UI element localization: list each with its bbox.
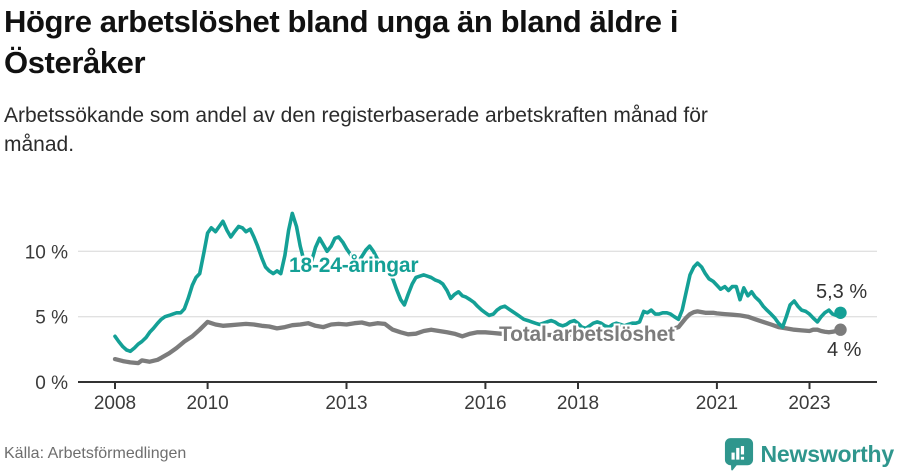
y-axis-tick-label: 5 % [35, 308, 68, 329]
series-line-young [113, 211, 843, 354]
series-label-total: Total arbetslöshet [499, 323, 675, 346]
newsworthy-wordmark: Newsworthy [760, 440, 895, 467]
x-axis-tick-label: 2013 [325, 393, 367, 414]
y-axis-tick-label: 0 % [35, 373, 68, 394]
newsworthy-logo[interactable]: Newsworthy [724, 437, 894, 471]
x-axis-tick-label: 2008 [94, 393, 136, 414]
series-end-dot-young [834, 306, 847, 319]
series-line-total [112, 309, 843, 366]
x-axis-tick-label: 2010 [186, 393, 228, 414]
series-end-dot-total [834, 323, 847, 336]
x-axis-tick-label: 2018 [557, 393, 599, 414]
end-value-label-total: 4 % [827, 339, 862, 361]
x-axis-tick-label: 2023 [788, 393, 830, 414]
page-title: Högre arbetslöshet bland unga än bland ä… [4, 4, 679, 80]
x-axis-tick-label: 2016 [464, 393, 506, 414]
page-subtitle: Arbetssökande som andel av den registerb… [4, 104, 708, 156]
y-axis-tick-label: 10 % [25, 242, 68, 263]
source-note: Källa: Arbetsförmedlingen [4, 445, 187, 462]
series-label-young: 18-24-åringar [289, 254, 419, 277]
end-value-label-young: 5,3 % [816, 281, 868, 303]
newsworthy-speech-bubble-barchart-icon [724, 437, 754, 471]
x-axis-tick-label: 2021 [696, 393, 738, 414]
